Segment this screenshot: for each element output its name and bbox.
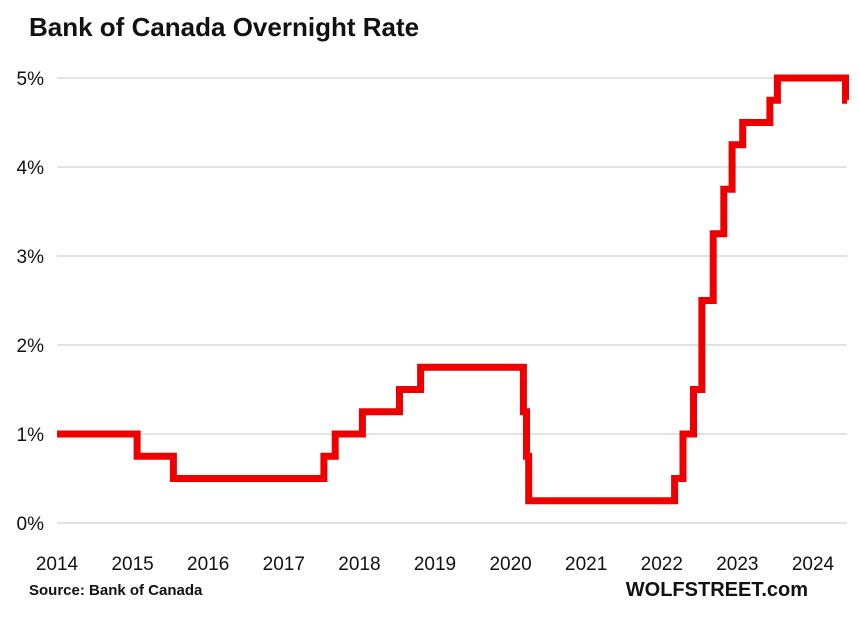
y-tick-label: 3% (17, 247, 45, 268)
x-tick-label: 2022 (641, 554, 683, 575)
x-tick-label: 2020 (489, 554, 531, 575)
x-tick-label: 2017 (263, 554, 305, 575)
y-tick-label: 1% (17, 425, 45, 446)
overnight-rate-line (57, 74, 849, 505)
x-tick-label: 2015 (111, 554, 153, 575)
y-tick-label: 2% (17, 336, 45, 357)
chart-title: Bank of Canada Overnight Rate (29, 12, 420, 42)
x-tick-label: 2024 (792, 554, 835, 575)
source-note: Source: Bank of Canada (29, 582, 203, 599)
x-tick-label: 2023 (716, 554, 758, 575)
y-tick-label: 5% (17, 69, 45, 90)
wolfstreet-branding: WOLFSTREET.com (625, 579, 808, 601)
x-tick-label: 2018 (338, 554, 380, 575)
x-tick-label: 2019 (414, 554, 456, 575)
y-tick-label: 0% (17, 514, 45, 535)
x-tick-label: 2014 (36, 554, 79, 575)
y-tick-label: 4% (17, 158, 45, 179)
x-tick-label: 2021 (565, 554, 607, 575)
x-tick-label: 2016 (187, 554, 229, 575)
